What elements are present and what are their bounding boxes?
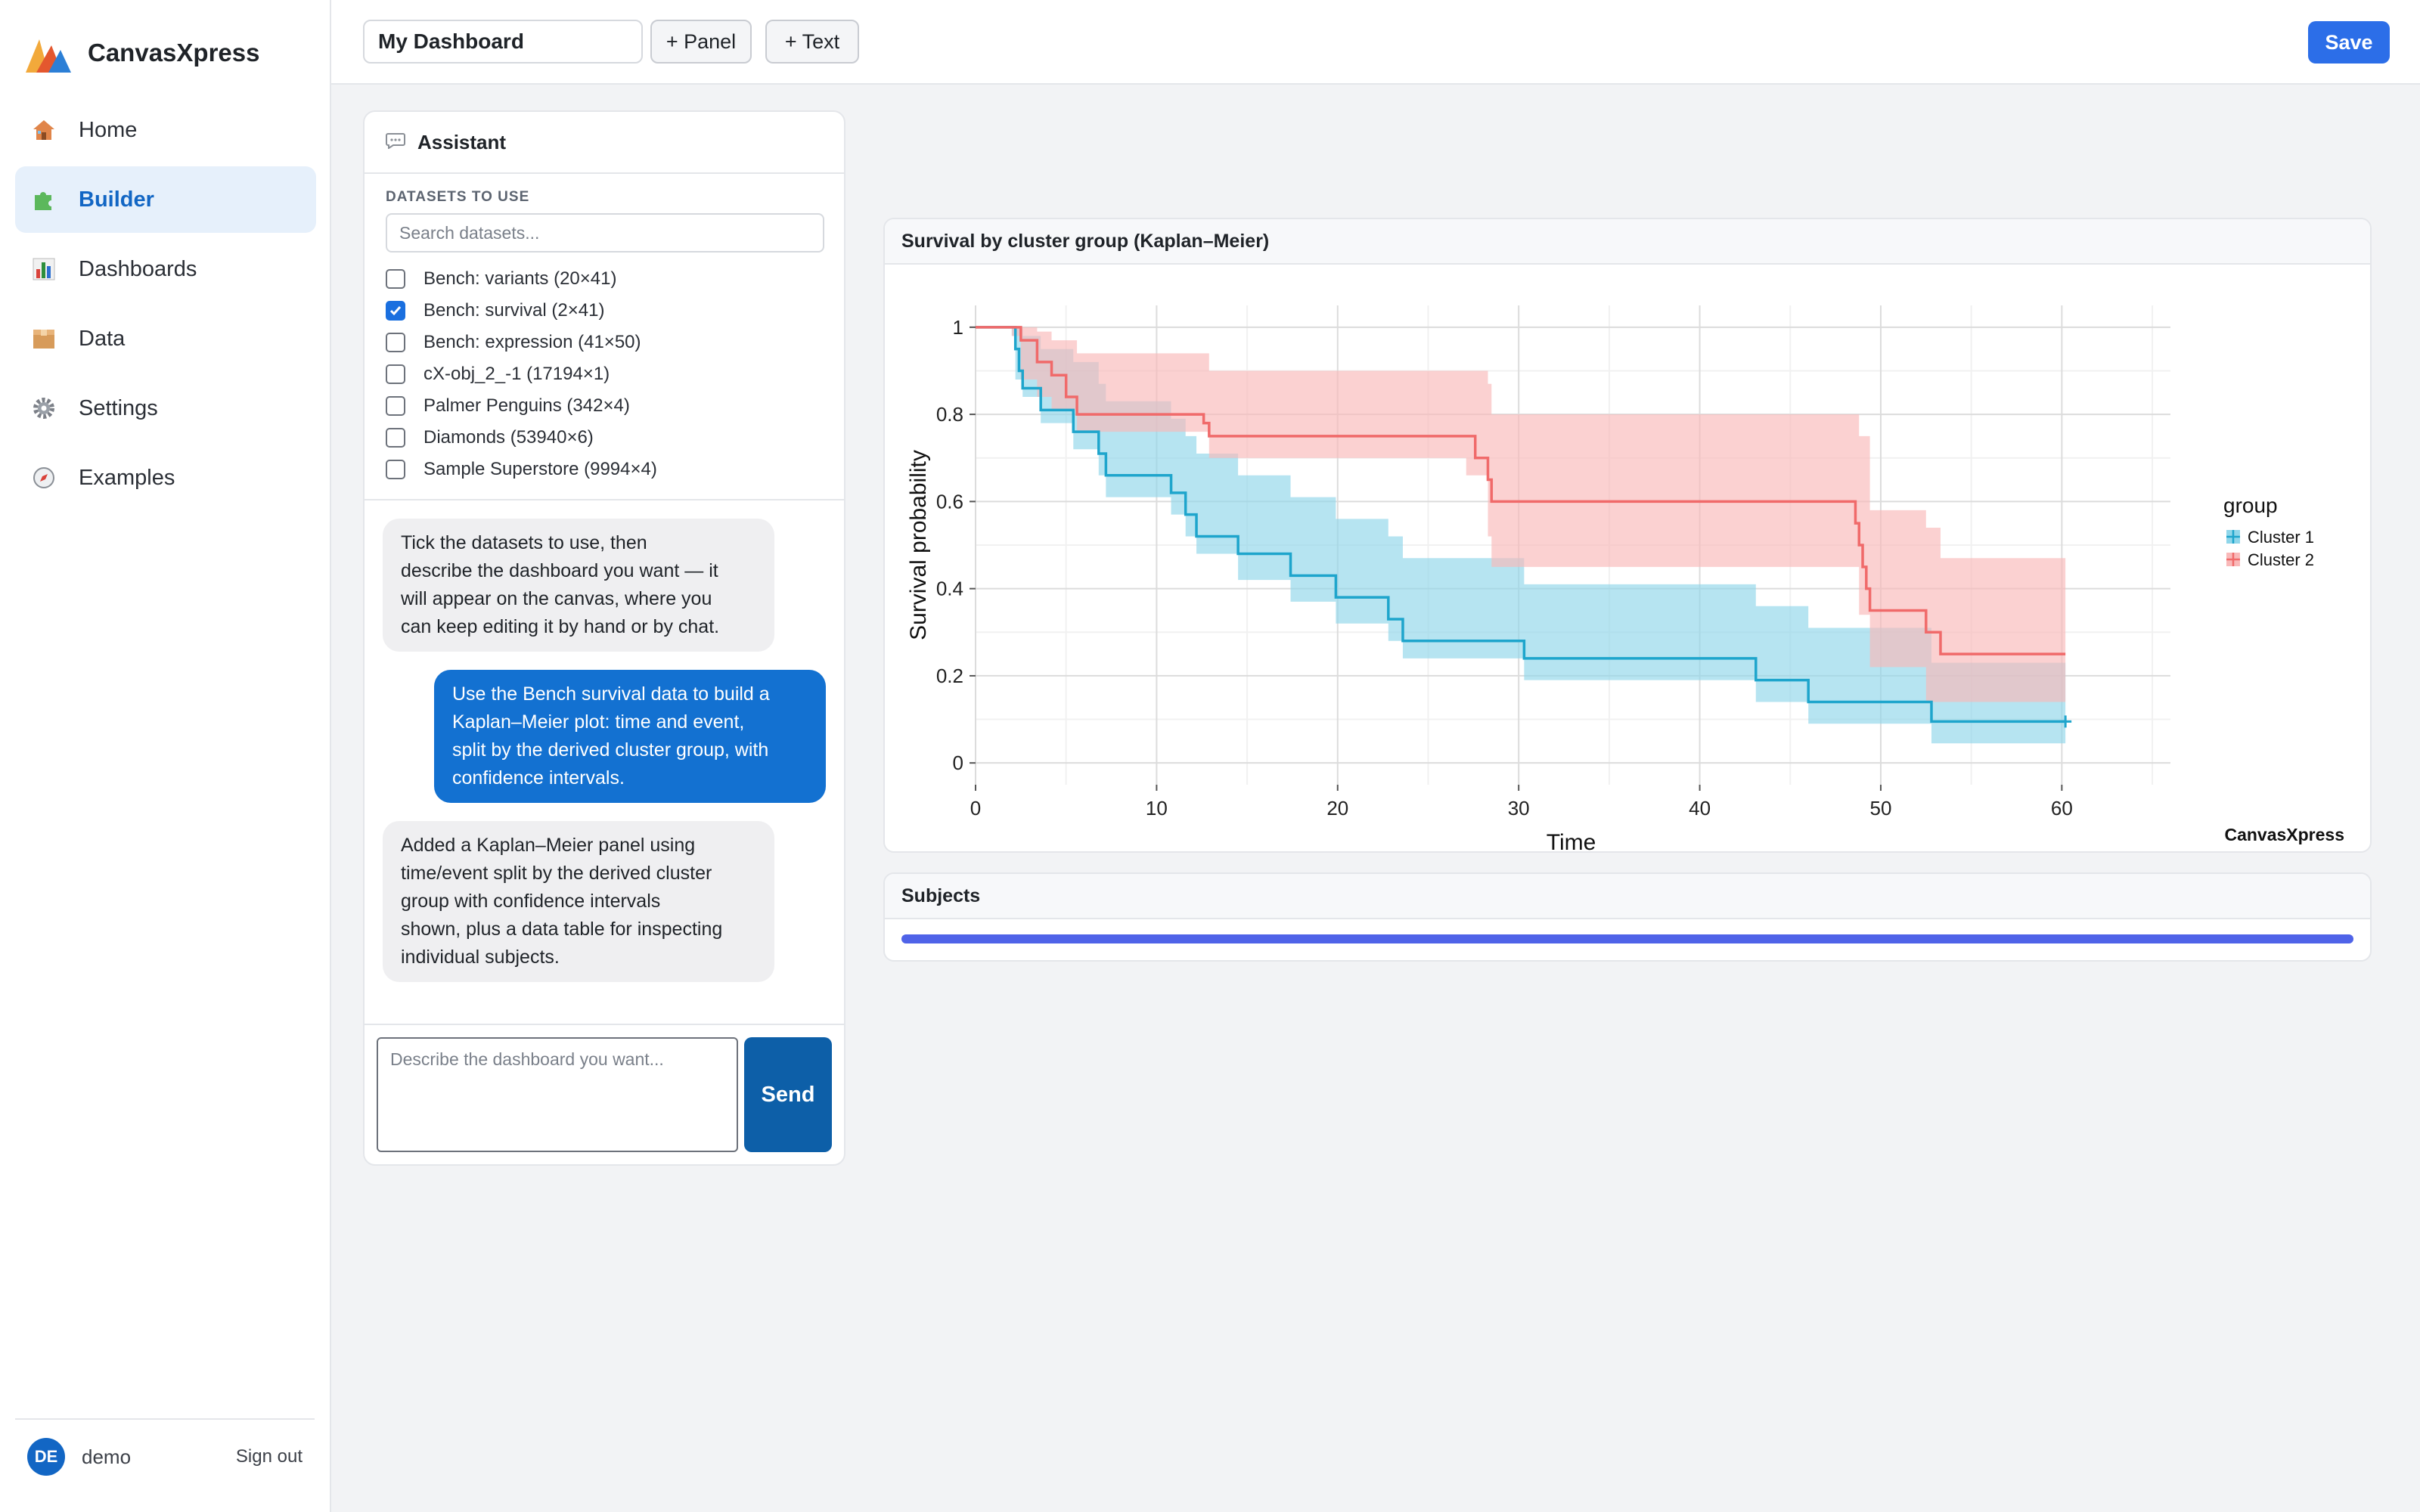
dataset-checkbox[interactable] xyxy=(386,269,405,289)
x-tick-label: 30 xyxy=(1508,797,1530,820)
datasets-label: DATASETS TO USE xyxy=(386,189,530,205)
y-tick-label: 0.4 xyxy=(936,578,963,600)
chart-watermark: CanvasXpress xyxy=(2224,825,2344,844)
dataset-option[interactable]: Diamonds (53940×6) xyxy=(386,422,823,454)
sidebar-item-label: Settings xyxy=(79,395,158,420)
dataset-label: Palmer Penguins (342×4) xyxy=(424,395,630,416)
sidebar-item-builder[interactable]: Builder xyxy=(15,166,316,233)
assistant-title: Assistant xyxy=(417,130,507,153)
dataset-option[interactable]: Bench: survival (2×41) xyxy=(386,295,823,327)
dataset-option[interactable]: cX-obj_2_-1 (17194×1) xyxy=(386,358,823,390)
sidebar-item-label: Examples xyxy=(79,465,175,490)
assistant-message: Tick the datasets to use, then describe … xyxy=(383,519,774,652)
dataset-option[interactable]: Bench: variants (20×41) xyxy=(386,263,823,295)
dataset-checkbox[interactable] xyxy=(386,460,405,479)
km-chart[interactable]: 0 10 20 30 40 50 60 0 0.2 0.4 0.6 0.8 1 Time Survival … xyxy=(885,265,2370,851)
assistant-message: Added a Kaplan–Meier panel using time/ev… xyxy=(383,821,774,982)
x-axis-title: Time xyxy=(1547,830,1596,851)
x-tick-label: 40 xyxy=(1689,797,1711,820)
x-tick-label: 0 xyxy=(970,797,981,820)
sidebar-item-settings[interactable]: Settings xyxy=(15,375,316,442)
survival-step-line xyxy=(976,326,2066,723)
dataset-checkbox[interactable] xyxy=(386,333,405,352)
subjects-panel[interactable]: Subjects xyxy=(883,872,2372,962)
sidebar-nav: Home Builder Dashboards Data Settings xyxy=(15,97,316,514)
send-button[interactable]: Send xyxy=(744,1037,832,1152)
toolbar: + Panel + Text Save xyxy=(331,0,2420,85)
sidebar-item-label: Builder xyxy=(79,187,154,212)
dataset-label: Sample Superstore (9994×4) xyxy=(424,459,657,479)
y-tick-label: 1 xyxy=(953,316,963,339)
save-button[interactable]: Save xyxy=(2308,21,2390,64)
dataset-option[interactable]: Palmer Penguins (342×4) xyxy=(386,390,823,422)
sidebar: CanvasXpress Home Builder Dashboards Dat… xyxy=(0,0,331,1512)
sidebar-item-home[interactable]: Home xyxy=(15,97,316,163)
legend-label: Cluster 2 xyxy=(2248,550,2314,569)
legend-title: group xyxy=(2223,494,2278,517)
survival-step-line xyxy=(976,326,2066,655)
sidebar-item-label: Dashboards xyxy=(79,256,197,281)
user-name: demo xyxy=(82,1445,132,1468)
dataset-label: cX-obj_2_-1 (17194×1) xyxy=(424,364,610,384)
subjects-loading-bar xyxy=(901,934,2353,943)
dashboard-title-input[interactable] xyxy=(363,20,643,64)
dataset-search-input[interactable] xyxy=(386,213,824,253)
dataset-checkbox[interactable] xyxy=(386,301,405,321)
add-text-button[interactable]: + Text xyxy=(765,20,859,64)
sidebar-item-label: Home xyxy=(79,117,138,142)
dataset-picker: DATASETS TO USE Bench: variants (20×41)B… xyxy=(365,174,844,500)
x-tick-label: 60 xyxy=(2051,797,2073,820)
assistant-panel: Assistant DATASETS TO USE Bench: variant… xyxy=(363,110,845,1166)
subjects-panel-title: Subjects xyxy=(885,874,2370,919)
legend-label: Cluster 1 xyxy=(2248,528,2314,547)
sidebar-item-dashboards[interactable]: Dashboards xyxy=(15,236,316,302)
bar-chart-icon xyxy=(30,256,57,283)
x-tick-label: 20 xyxy=(1326,797,1348,820)
confidence-band xyxy=(976,327,2066,702)
dataset-list: Bench: variants (20×41) Bench: survival (… xyxy=(386,263,823,485)
confidence-band xyxy=(976,327,2066,744)
x-tick-label: 50 xyxy=(1870,797,1892,820)
composer: Send xyxy=(365,1024,844,1164)
y-tick-label: 0.2 xyxy=(936,665,963,687)
chat-log: Tick the datasets to use, then describe … xyxy=(365,500,844,1022)
sign-out-link[interactable]: Sign out xyxy=(235,1446,302,1467)
sidebar-item-examples[interactable]: Examples xyxy=(15,445,316,511)
sidebar-item-label: Data xyxy=(79,326,126,351)
brand[interactable]: CanvasXpress xyxy=(26,30,259,76)
dataset-option[interactable]: Sample Superstore (9994×4) xyxy=(386,454,823,485)
add-panel-button[interactable]: + Panel xyxy=(650,20,752,64)
dataset-checkbox[interactable] xyxy=(386,396,405,416)
subjects-loading-track xyxy=(901,934,2353,943)
dataset-checkbox[interactable] xyxy=(386,428,405,448)
x-tick-label: 10 xyxy=(1146,797,1168,820)
house-icon xyxy=(30,116,57,144)
y-axis-title: Survival probability xyxy=(906,450,931,640)
dataset-checkbox[interactable] xyxy=(386,364,405,384)
user-message: Use the Bench survival data to build a K… xyxy=(434,670,826,803)
y-tick-label: 0.6 xyxy=(936,490,963,513)
puzzle-icon xyxy=(30,186,57,213)
dataset-label: Bench: variants (20×41) xyxy=(424,268,617,289)
chart-panel-title: Survival by cluster group (Kaplan–Meier) xyxy=(885,219,2370,265)
dataset-label: Bench: survival (2×41) xyxy=(424,300,605,321)
dataset-label: Diamonds (53940×6) xyxy=(424,427,594,448)
assistant-header: Assistant xyxy=(365,112,844,174)
box-icon xyxy=(30,325,57,352)
gear-icon xyxy=(30,395,57,422)
sidebar-item-data[interactable]: Data xyxy=(15,305,316,372)
dataset-option[interactable]: Bench: expression (41×50) xyxy=(386,327,823,358)
canvasxpress-logo-icon xyxy=(26,39,71,73)
user-footer: DE demo Sign out xyxy=(15,1418,315,1494)
prompt-input[interactable] xyxy=(377,1037,738,1152)
y-tick-label: 0 xyxy=(953,751,963,774)
chat-bubble-icon xyxy=(386,132,405,153)
compass-icon xyxy=(30,464,57,491)
y-tick-label: 0.8 xyxy=(936,403,963,426)
avatar[interactable]: DE xyxy=(27,1438,65,1476)
dataset-label: Bench: expression (41×50) xyxy=(424,332,641,352)
app-name: CanvasXpress xyxy=(88,39,260,67)
chart-panel[interactable]: Survival by cluster group (Kaplan–Meier)… xyxy=(883,218,2372,853)
